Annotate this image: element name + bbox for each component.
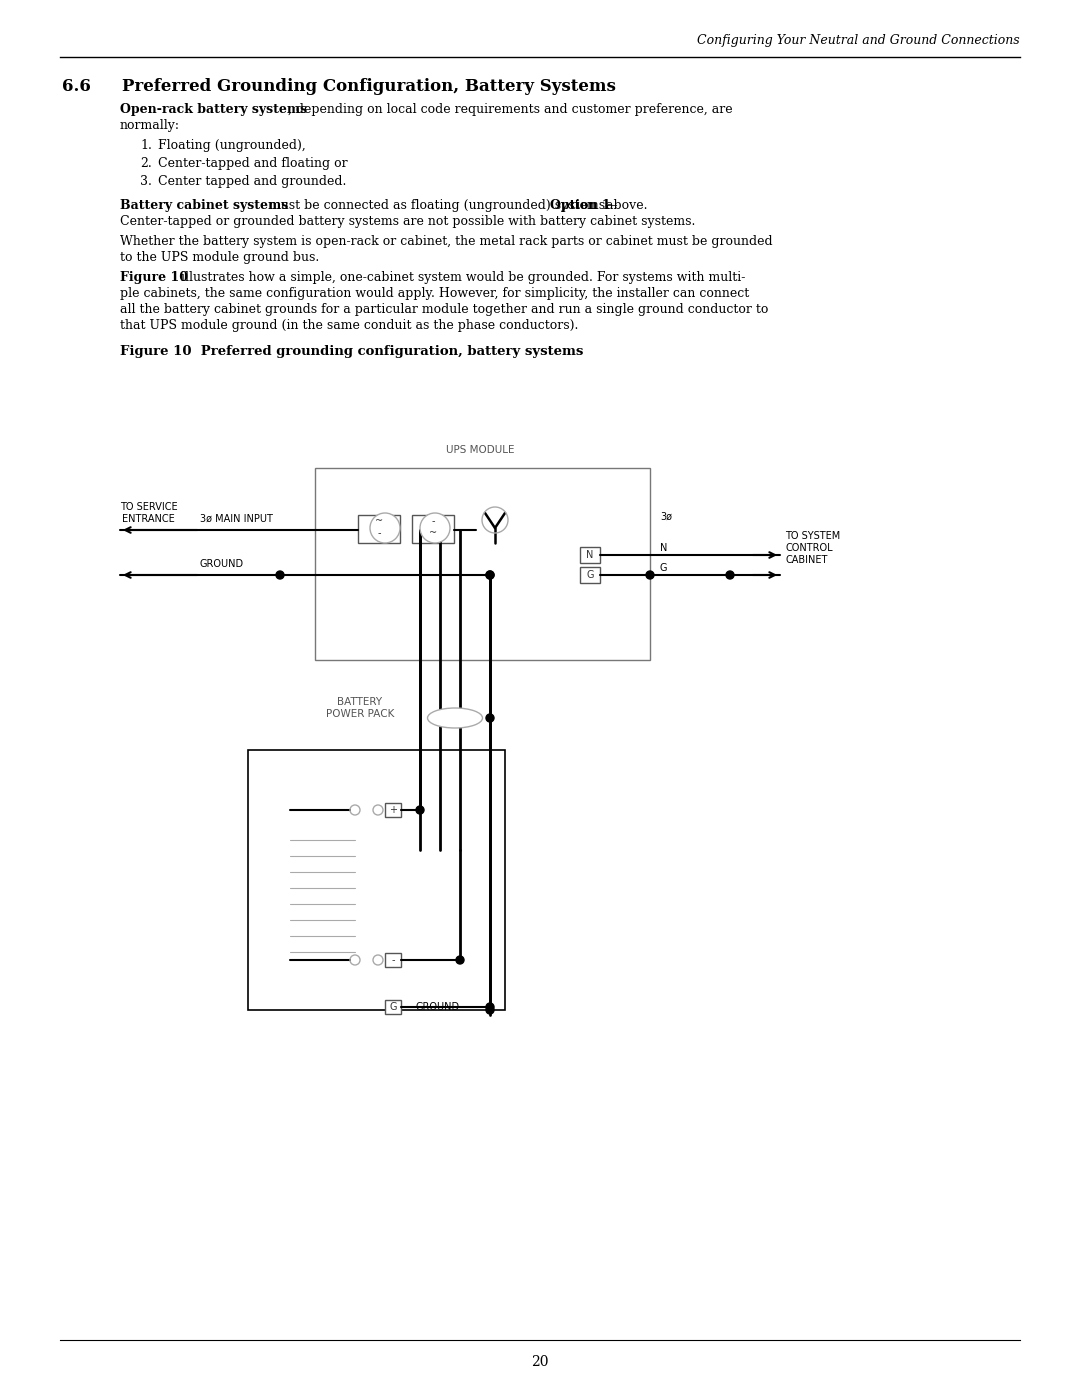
Circle shape (486, 571, 494, 578)
Ellipse shape (428, 708, 483, 728)
Circle shape (420, 513, 450, 543)
Text: ple cabinets, the same configuration would apply. However, for simplicity, the i: ple cabinets, the same configuration wou… (120, 286, 750, 300)
Text: G: G (660, 563, 667, 573)
Text: UPS MODULE: UPS MODULE (446, 446, 514, 455)
Text: +: + (389, 805, 397, 814)
Text: 3ø MAIN INPUT: 3ø MAIN INPUT (200, 514, 273, 524)
Text: Figure 10: Figure 10 (120, 271, 188, 284)
Text: G: G (586, 570, 594, 580)
Bar (315, 468, 650, 659)
Text: normally:: normally: (120, 119, 180, 131)
Text: Option 1: Option 1 (550, 198, 610, 212)
Text: 3.: 3. (140, 175, 152, 189)
Text: 2.: 2. (140, 156, 152, 170)
Bar (248, 750, 505, 1010)
Text: Battery cabinet systems: Battery cabinet systems (120, 198, 288, 212)
Text: Center-tapped or grounded battery systems are not possible with battery cabinet : Center-tapped or grounded battery system… (120, 215, 696, 228)
Text: above.: above. (602, 198, 648, 212)
Text: GROUND: GROUND (415, 1002, 459, 1011)
Bar (384, 953, 401, 967)
Text: N: N (586, 550, 594, 560)
Circle shape (486, 1006, 494, 1014)
Text: GROUND: GROUND (200, 559, 244, 569)
Circle shape (486, 714, 494, 722)
Text: N: N (660, 543, 667, 553)
Text: Preferred Grounding Configuration, Battery Systems: Preferred Grounding Configuration, Batte… (122, 78, 616, 95)
Text: TO SERVICE
ENTRANCE: TO SERVICE ENTRANCE (120, 503, 177, 524)
Bar (411, 515, 454, 543)
Circle shape (726, 571, 734, 578)
Circle shape (370, 513, 400, 543)
Text: TO SYSTEM
CONTROL
CABINET: TO SYSTEM CONTROL CABINET (785, 531, 840, 564)
Text: Center-tapped and floating or: Center-tapped and floating or (158, 156, 348, 170)
Circle shape (416, 806, 424, 814)
Text: Center tapped and grounded.: Center tapped and grounded. (158, 175, 347, 189)
Text: Configuring Your Neutral and Ground Connections: Configuring Your Neutral and Ground Conn… (698, 34, 1020, 47)
Bar (357, 515, 400, 543)
Text: Figure 10  Preferred grounding configuration, battery systems: Figure 10 Preferred grounding configurat… (120, 345, 583, 358)
Text: 1.: 1. (140, 138, 152, 152)
Bar (580, 548, 600, 563)
Text: that UPS module ground (in the same conduit as the phase conductors).: that UPS module ground (in the same cond… (120, 319, 579, 332)
Text: BATTERY
POWER PACK: BATTERY POWER PACK (326, 697, 394, 719)
Text: Open-rack battery systems: Open-rack battery systems (120, 103, 307, 116)
Text: 3ø: 3ø (660, 511, 672, 522)
Bar (384, 803, 401, 817)
Text: 6.6: 6.6 (62, 78, 91, 95)
Circle shape (456, 956, 464, 964)
Text: 20: 20 (531, 1355, 549, 1369)
Text: to the UPS module ground bus.: to the UPS module ground bus. (120, 251, 320, 264)
Circle shape (646, 571, 654, 578)
Bar (580, 567, 600, 583)
Text: Whether the battery system is open-rack or cabinet, the metal rack parts or cabi: Whether the battery system is open-rack … (120, 235, 772, 249)
Text: must be connected as floating (ungrounded) systems—: must be connected as floating (ungrounde… (265, 198, 618, 212)
Text: , depending on local code requirements and customer preference, are: , depending on local code requirements a… (288, 103, 732, 116)
Circle shape (486, 571, 494, 578)
Text: G: G (389, 1002, 396, 1011)
Text: ~
-: ~ - (375, 517, 383, 538)
Text: -
~: - ~ (429, 517, 437, 538)
Text: Floating (ungrounded),: Floating (ungrounded), (158, 138, 306, 152)
Text: -: - (391, 956, 395, 965)
Text: illustrates how a simple, one-cabinet system would be grounded. For systems with: illustrates how a simple, one-cabinet sy… (177, 271, 745, 284)
Text: all the battery cabinet grounds for a particular module together and run a singl: all the battery cabinet grounds for a pa… (120, 303, 768, 316)
Circle shape (276, 571, 284, 578)
Bar (384, 1000, 401, 1014)
Circle shape (486, 1003, 494, 1011)
